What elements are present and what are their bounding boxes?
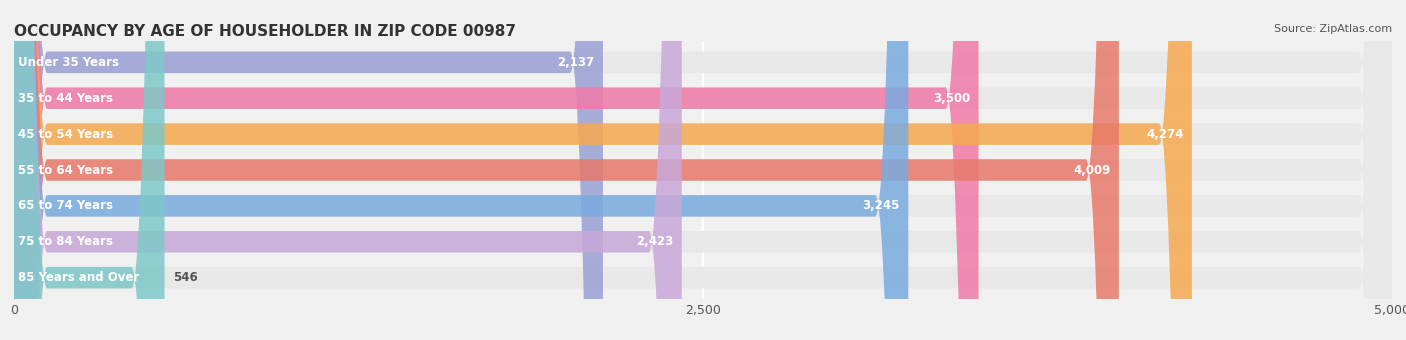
Text: 65 to 74 Years: 65 to 74 Years — [18, 199, 114, 212]
FancyBboxPatch shape — [14, 0, 1392, 340]
Text: 2,137: 2,137 — [558, 56, 595, 69]
FancyBboxPatch shape — [14, 0, 1392, 340]
FancyBboxPatch shape — [14, 0, 165, 340]
Text: OCCUPANCY BY AGE OF HOUSEHOLDER IN ZIP CODE 00987: OCCUPANCY BY AGE OF HOUSEHOLDER IN ZIP C… — [14, 24, 516, 39]
Text: Source: ZipAtlas.com: Source: ZipAtlas.com — [1274, 24, 1392, 34]
Text: 45 to 54 Years: 45 to 54 Years — [18, 128, 114, 141]
FancyBboxPatch shape — [14, 0, 1392, 340]
Text: 55 to 64 Years: 55 to 64 Years — [18, 164, 114, 176]
FancyBboxPatch shape — [14, 0, 1392, 340]
Text: 75 to 84 Years: 75 to 84 Years — [18, 235, 114, 248]
Text: 2,423: 2,423 — [637, 235, 673, 248]
FancyBboxPatch shape — [14, 0, 603, 340]
FancyBboxPatch shape — [14, 0, 1392, 340]
FancyBboxPatch shape — [14, 0, 979, 340]
Text: 85 Years and Over: 85 Years and Over — [18, 271, 139, 284]
FancyBboxPatch shape — [14, 0, 682, 340]
Text: 35 to 44 Years: 35 to 44 Years — [18, 92, 114, 105]
Text: Under 35 Years: Under 35 Years — [18, 56, 120, 69]
FancyBboxPatch shape — [14, 0, 908, 340]
Text: 3,245: 3,245 — [863, 199, 900, 212]
Text: 546: 546 — [173, 271, 197, 284]
FancyBboxPatch shape — [14, 0, 1192, 340]
FancyBboxPatch shape — [14, 0, 1392, 340]
FancyBboxPatch shape — [14, 0, 1119, 340]
Text: 3,500: 3,500 — [934, 92, 970, 105]
Text: 4,009: 4,009 — [1073, 164, 1111, 176]
Text: 4,274: 4,274 — [1146, 128, 1184, 141]
FancyBboxPatch shape — [14, 0, 1392, 340]
